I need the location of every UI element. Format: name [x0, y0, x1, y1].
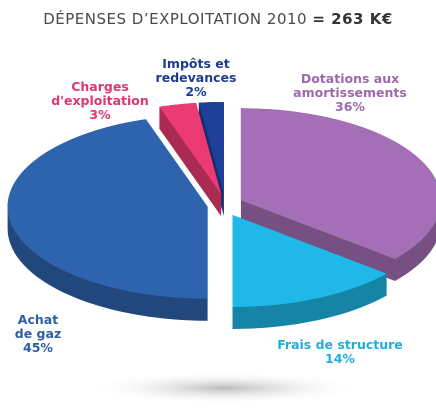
title-text: DÉPENSES D’EXPLOITATION 2010: [43, 10, 308, 28]
value-label: 14%: [325, 351, 355, 366]
slice-label: Frais de structure 14%: [255, 338, 425, 366]
slice-side: [159, 103, 222, 217]
slice: [240, 108, 436, 259]
slice-label: Charges d'exploitation 3%: [50, 80, 150, 122]
value-label: 36%: [335, 99, 365, 114]
value-label: 45%: [23, 340, 53, 355]
pie-shadow: [85, 372, 365, 404]
category-label: Impôts et redevances: [155, 56, 237, 85]
value-label: 3%: [89, 107, 111, 122]
chart-title: DÉPENSES D’EXPLOITATION 2010 = 263 K€: [0, 10, 436, 28]
slice-label: Dotations aux amortissements 36%: [275, 72, 425, 114]
slice-label: Impôts et redevances 2%: [151, 57, 241, 99]
category-label: Dotations aux amortissements: [293, 71, 407, 100]
category-label: Frais de structure: [277, 337, 403, 352]
slice-label: Achat de gaz 45%: [14, 313, 62, 355]
slice: [159, 103, 222, 195]
slice: [232, 214, 387, 307]
category-label: Charges d'exploitation: [51, 79, 149, 108]
category-label: Achat de gaz: [14, 312, 62, 341]
slice: [7, 119, 208, 299]
value-label: 2%: [185, 84, 207, 99]
slice: [198, 101, 224, 195]
title-total: = 263 K€: [312, 10, 393, 28]
